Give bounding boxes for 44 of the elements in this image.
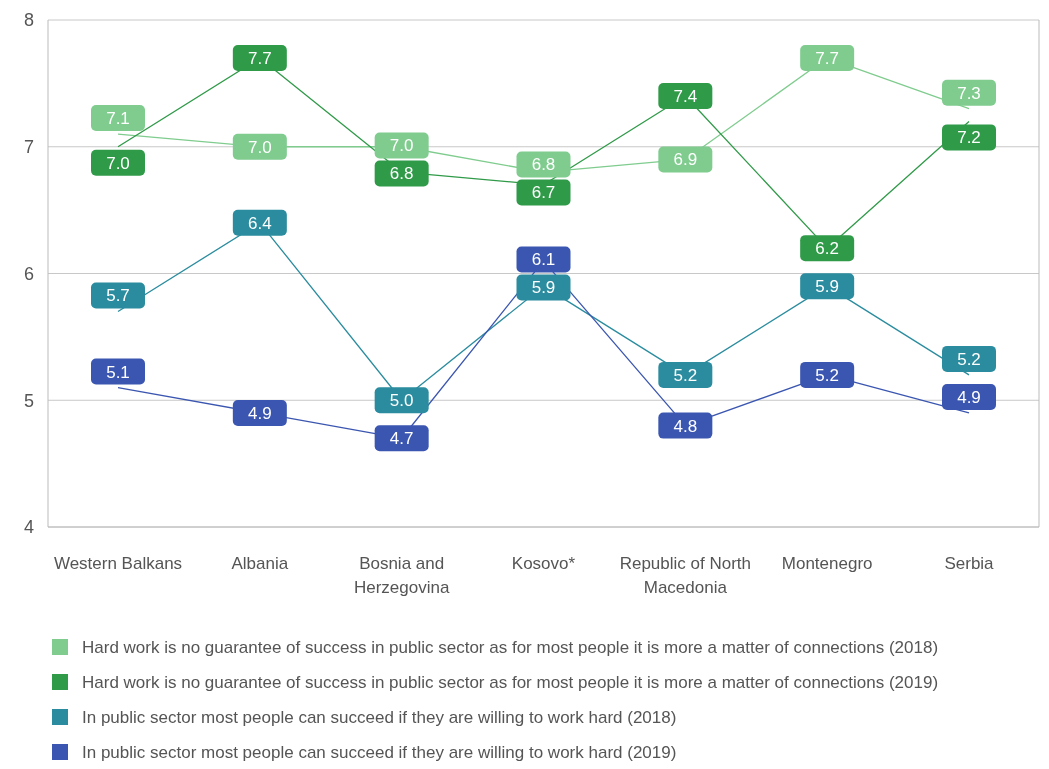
data-label: 6.4 [248, 213, 272, 233]
data-label: 4.8 [673, 416, 698, 436]
data-label: 5.2 [673, 365, 698, 385]
data-label: 7.3 [957, 83, 981, 103]
data-label: 6.1 [531, 250, 556, 270]
data-label: 7.2 [957, 128, 981, 148]
data-label: 6.9 [673, 150, 698, 170]
y-tick-label: 8 [23, 10, 34, 31]
x-tick-label: Bosnia and Herzegovina [353, 554, 450, 597]
data-label: 7.0 [106, 153, 130, 173]
data-label: 5.9 [815, 277, 839, 297]
x-tick-label: Kosovo* [511, 554, 576, 573]
x-tick-label: Western Balkans [53, 554, 183, 573]
y-tick-label: 7 [23, 137, 34, 158]
data-label: 7.7 [248, 48, 272, 68]
data-label: 4.7 [389, 429, 414, 449]
data-label: 6.8 [531, 155, 556, 175]
x-tick-label: Albania [231, 554, 289, 573]
data-label: 7.7 [815, 48, 839, 68]
data-label: 5.2 [815, 365, 839, 385]
x-tick-label: Serbia [944, 554, 995, 573]
data-label: 6.7 [531, 183, 556, 203]
data-label: 4.9 [957, 387, 981, 407]
data-label: 5.7 [106, 286, 130, 306]
data-label: 7.0 [248, 137, 272, 157]
data-label: 6.2 [815, 239, 839, 259]
data-label: 5.1 [106, 362, 130, 382]
x-tick-label: Montenegro [781, 554, 873, 573]
data-label: 5.9 [531, 278, 556, 298]
data-label: 4.9 [248, 403, 272, 423]
y-tick-label: 5 [23, 390, 34, 411]
legend-label: Hard work is no guarantee of success in public sector as for most people it is more a matter of connections (2018) [82, 637, 939, 657]
legend-label: In public sector most people can succeed if they are willing to work hard (2018) [82, 707, 677, 727]
y-tick-label: 4 [23, 517, 34, 538]
data-label: 5.2 [957, 349, 981, 369]
legend-label: In public sector most people can succeed if they are willing to work hard (2019) [82, 742, 677, 762]
legend-label: Hard work is no guarantee of success in public sector as for most people it is more a matter of connections (2019) [82, 672, 939, 692]
data-label: 6.8 [389, 164, 414, 184]
data-label: 7.0 [389, 136, 414, 156]
x-tick-label: Republic of North Macedonia [619, 554, 752, 597]
data-label: 5.0 [389, 391, 414, 411]
data-label: 7.4 [673, 87, 698, 106]
data-label: 7.1 [106, 109, 130, 129]
y-tick-label: 6 [23, 263, 34, 284]
